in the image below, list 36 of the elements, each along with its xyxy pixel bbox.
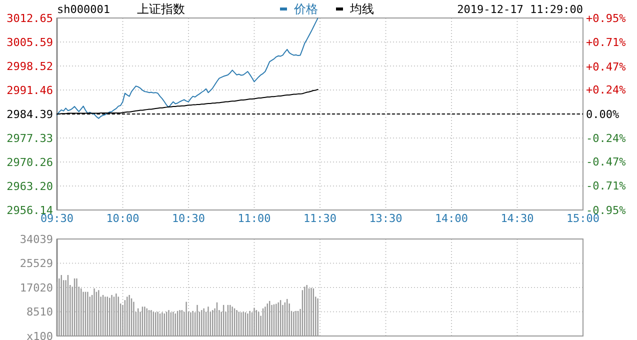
y2-tick-label: +0.24% [586, 84, 626, 97]
x-tick-label: 10:30 [172, 212, 206, 225]
y-tick-label: 17020 [20, 281, 53, 294]
y2-tick-label: -0.47% [586, 155, 626, 168]
y-tick-label: 25529 [20, 257, 53, 270]
text: 2019-12-17 11:29:00 [457, 3, 583, 16]
y-tick-label: 2977.33 [6, 132, 53, 145]
chart-subtitle: sh000001 [57, 3, 110, 16]
y2-tick-label: +0.47% [586, 60, 626, 74]
y-tick-label: 2970.26 [6, 156, 53, 169]
y-tick-label: 2998.52 [6, 60, 53, 73]
y-tick-label: 2984.39 [6, 108, 53, 121]
y-tick-label: 3005.59 [6, 36, 53, 49]
legend-label: 均线 [349, 2, 374, 16]
line-series [56, 18, 318, 119]
y2-tick-label: 0.00% [586, 108, 620, 121]
y-tick-label: 2963.20 [6, 180, 53, 193]
x-tick-label: 11:00 [238, 212, 271, 225]
x-tick-label: 11:30 [303, 212, 337, 225]
x-tick-label: 09:30 [40, 212, 74, 225]
x-tick-label: 14:00 [434, 212, 468, 225]
legend-label: 价格 [293, 2, 318, 16]
x-tick-label: 13:30 [369, 212, 402, 225]
y-tick-label: 8510 [26, 306, 53, 319]
chart-title: 上证指数 [137, 2, 185, 16]
y2-tick-label: +0.71% [586, 36, 626, 50]
y-tick-label: 2991.46 [6, 84, 53, 97]
x-tick-label: 10:00 [106, 212, 140, 225]
x-tick-label: 15:00 [566, 212, 600, 225]
y-tick-label: 3012.65 [6, 12, 53, 25]
y-tick-label: 34039 [20, 232, 53, 246]
y2-tick-label: -0.24% [586, 132, 626, 146]
y2-tick-label: -0.71% [586, 180, 626, 193]
y-tick-label: x100 [26, 330, 53, 340]
x-tick-label: 14:30 [500, 212, 534, 225]
y2-tick-label: +0.95% [586, 12, 626, 25]
